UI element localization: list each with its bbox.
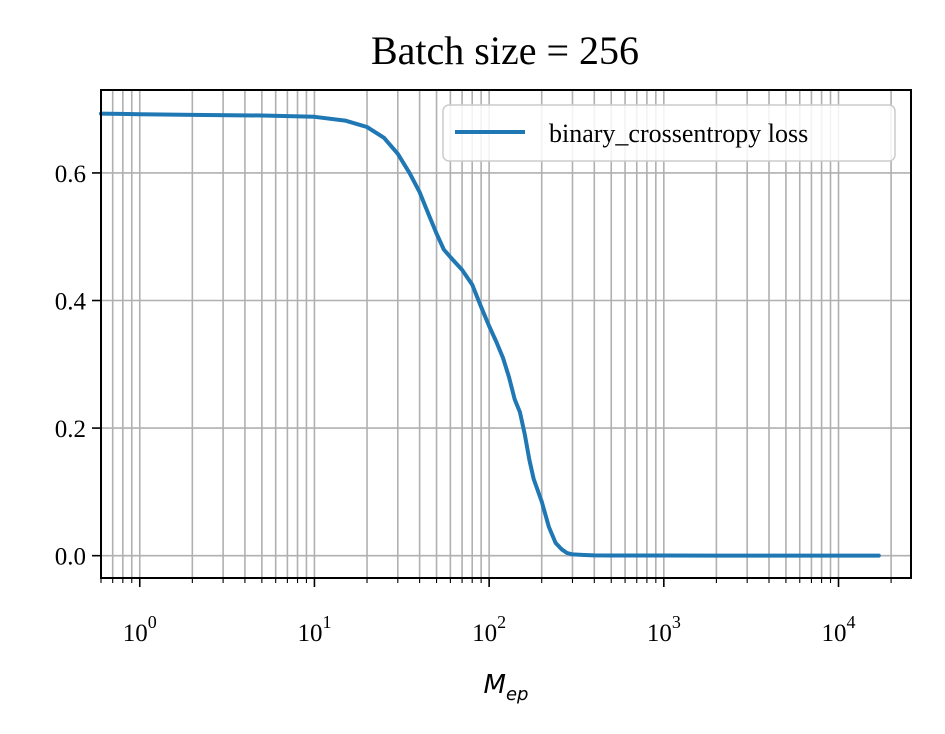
plot-frame (100, 89, 912, 579)
x-tick-label: 100 (123, 612, 157, 647)
y-tick-label: 0.0 (55, 544, 86, 571)
series-line (99, 111, 881, 558)
x-tick-label: 103 (647, 612, 681, 647)
legend: binary_crossentropy loss (442, 104, 896, 162)
grid (100, 90, 911, 578)
y-tick-label: 0.6 (55, 161, 86, 188)
axes-ticks: 0.0 0.2 0.4 0.6 100 101 102 103 104 (55, 161, 892, 647)
chart-title: Batch size = 256 (371, 28, 639, 73)
x-tick-label: 101 (297, 612, 331, 647)
y-tick-label: 0.2 (55, 416, 86, 443)
y-tick-label: 0.4 (55, 289, 87, 316)
x-tick-label: 102 (472, 612, 506, 647)
legend-label: binary_crossentropy loss (549, 119, 808, 148)
legend-frame (442, 104, 896, 162)
x-axis-label: Mep (484, 670, 529, 705)
x-tick-label: 104 (822, 612, 856, 647)
plot-area (99, 111, 881, 558)
